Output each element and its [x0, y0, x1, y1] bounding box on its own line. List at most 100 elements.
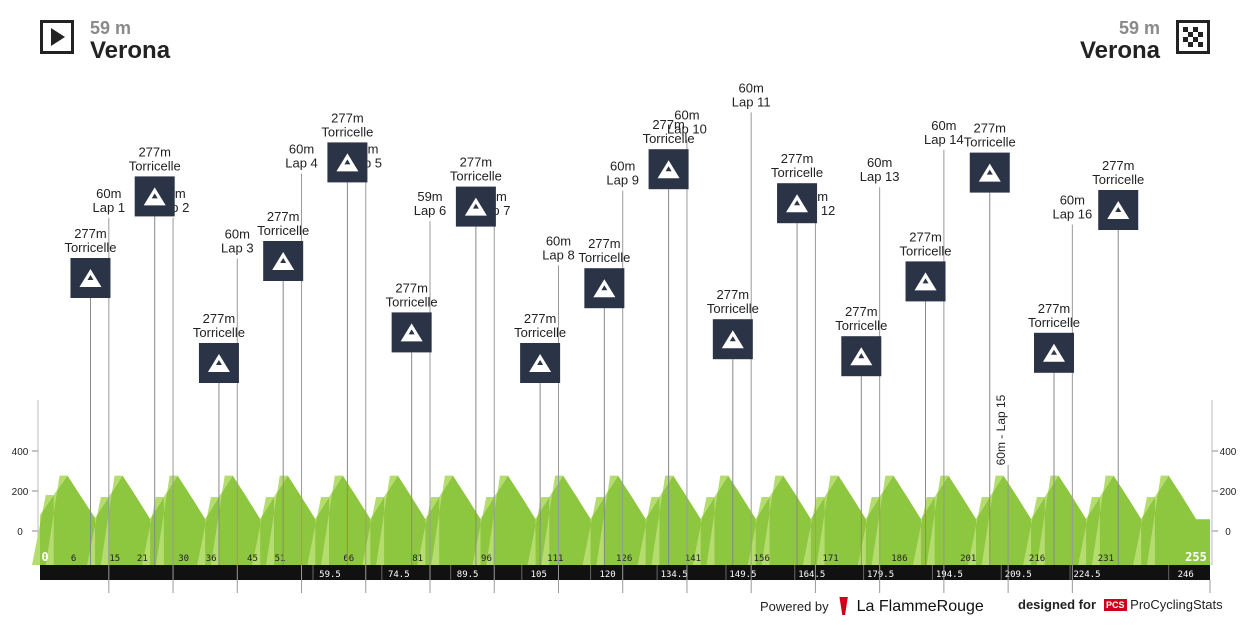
climb-face [252, 497, 274, 565]
km-tick-top: 126 [616, 554, 632, 564]
mountain-icon-snow [280, 258, 287, 263]
climb-altitude: 277m [267, 209, 300, 224]
lap-altitude: 60m [610, 159, 635, 174]
mountain-icon-snow [537, 360, 544, 365]
lap-label: 60m - Lap 15 [994, 394, 1008, 465]
climb-name: Torricelle [643, 131, 695, 146]
climb-face [32, 495, 54, 565]
mountain-icon-snow [858, 353, 865, 359]
climb-face [802, 497, 825, 565]
climb-face [362, 497, 385, 565]
climb-name: Torricelle [1092, 172, 1144, 187]
climb-face [541, 475, 564, 565]
km-tick-top: 96 [481, 554, 492, 564]
km-tick-top: 51 [275, 554, 286, 564]
km-tick-bottom: 134.5 [661, 570, 688, 580]
start-info: 59 m Verona [90, 18, 170, 64]
lap-name: Lap 3 [221, 241, 254, 256]
y-tick-label-right: 400 [1220, 447, 1237, 458]
climb-name: Torricelle [450, 169, 502, 184]
lap-name: Lap 16 [1052, 207, 1092, 222]
climb-face [871, 475, 894, 565]
km-tick-top: 201 [960, 554, 976, 564]
km-tick-bottom: 59.5 [319, 570, 341, 580]
climb-altitude: 277m [524, 311, 557, 326]
mountain-icon-snow [601, 285, 608, 291]
climb-name: Torricelle [321, 124, 373, 139]
climb-face [417, 497, 440, 565]
km-tick-bottom: 74.5 [388, 570, 410, 580]
lap-altitude: 60m [739, 80, 764, 95]
footer-designed: designed for PCS ProCyclingStats [1018, 597, 1223, 612]
km-tick-bottom: 224.5 [1074, 570, 1101, 580]
climb-altitude: 277m [588, 236, 621, 251]
climb-face [87, 497, 109, 565]
climb-face [210, 475, 233, 565]
y-tick-label-right: 0 [1225, 527, 1231, 538]
climb-face [307, 497, 330, 565]
lap-altitude: 60m [289, 142, 314, 157]
climb-name: Torricelle [964, 135, 1016, 150]
km-tick-top: 156 [754, 554, 770, 564]
climb-altitude: 277m [138, 144, 171, 159]
climb-name: Torricelle [707, 301, 759, 316]
km-tick-bottom: 246 [1178, 570, 1194, 580]
flamme-rouge-icon [839, 597, 848, 615]
climb-face [142, 497, 164, 565]
climb-name: Torricelle [771, 165, 823, 180]
climb-face [100, 475, 123, 565]
climb-altitude: 277m [460, 155, 493, 170]
climb-face [266, 475, 288, 565]
climb-face [1133, 497, 1155, 565]
climb-altitude: 277m [1038, 301, 1071, 316]
km-tick-top: 216 [1029, 554, 1045, 564]
mountain-icon-snow [729, 336, 736, 342]
distance-bar [40, 565, 1210, 580]
climb-altitude: 277m [203, 311, 236, 326]
climb-name: Torricelle [386, 294, 438, 309]
checkered-flag-icon [1183, 27, 1203, 47]
climb-face [747, 497, 770, 565]
climb-face [926, 475, 949, 565]
lap-name: Lap 9 [606, 173, 639, 188]
climb-face [857, 497, 880, 565]
km-tick-top: 81 [412, 554, 423, 564]
designed-for-text: designed for [1018, 597, 1097, 612]
lap-altitude: 60m [225, 227, 250, 242]
climb-face [472, 497, 495, 565]
mountain-icon-snow [215, 360, 222, 365]
lap-altitude: 60m [96, 186, 121, 201]
climb-face [981, 475, 1004, 565]
climb-name: Torricelle [129, 158, 181, 173]
climb-face [155, 475, 178, 565]
mountain-icon-snow [1051, 349, 1057, 355]
km-tick-top: 21 [137, 554, 148, 564]
climb-name: Torricelle [257, 223, 309, 238]
climb-altitude: 277m [717, 287, 750, 302]
climb-face [1036, 475, 1059, 565]
climb-altitude: 277m [395, 280, 428, 295]
climb-altitude: 277m [331, 110, 364, 125]
lap-altitude: 59m [417, 189, 442, 204]
climb-face [376, 475, 398, 565]
km-tick-top: 171 [822, 554, 838, 564]
km-tick-bottom: 105 [531, 570, 547, 580]
lap-name: Lap 1 [93, 200, 126, 215]
climb-name: Torricelle [514, 325, 566, 340]
pcs-badge: PCS [1104, 599, 1127, 611]
start-altitude: 59 m [90, 18, 132, 38]
climb-altitude: 277m [74, 226, 107, 241]
climb-name: Torricelle [578, 250, 630, 265]
mountain-icon-snow [408, 329, 415, 335]
climb-face [1146, 475, 1169, 565]
mountain-icon-snow [922, 278, 929, 284]
pcs-brand: ProCyclingStats [1130, 597, 1223, 612]
climb-face [582, 497, 605, 565]
mountain-icon-snow [87, 275, 94, 280]
climb-name: Torricelle [1028, 315, 1080, 330]
km-tick-top: 255 [1185, 550, 1207, 564]
climb-face [197, 497, 219, 565]
km-tick-bottom: 194.5 [936, 570, 963, 580]
lap-altitude: 60m [1060, 193, 1085, 208]
km-tick-top: 186 [891, 554, 907, 564]
